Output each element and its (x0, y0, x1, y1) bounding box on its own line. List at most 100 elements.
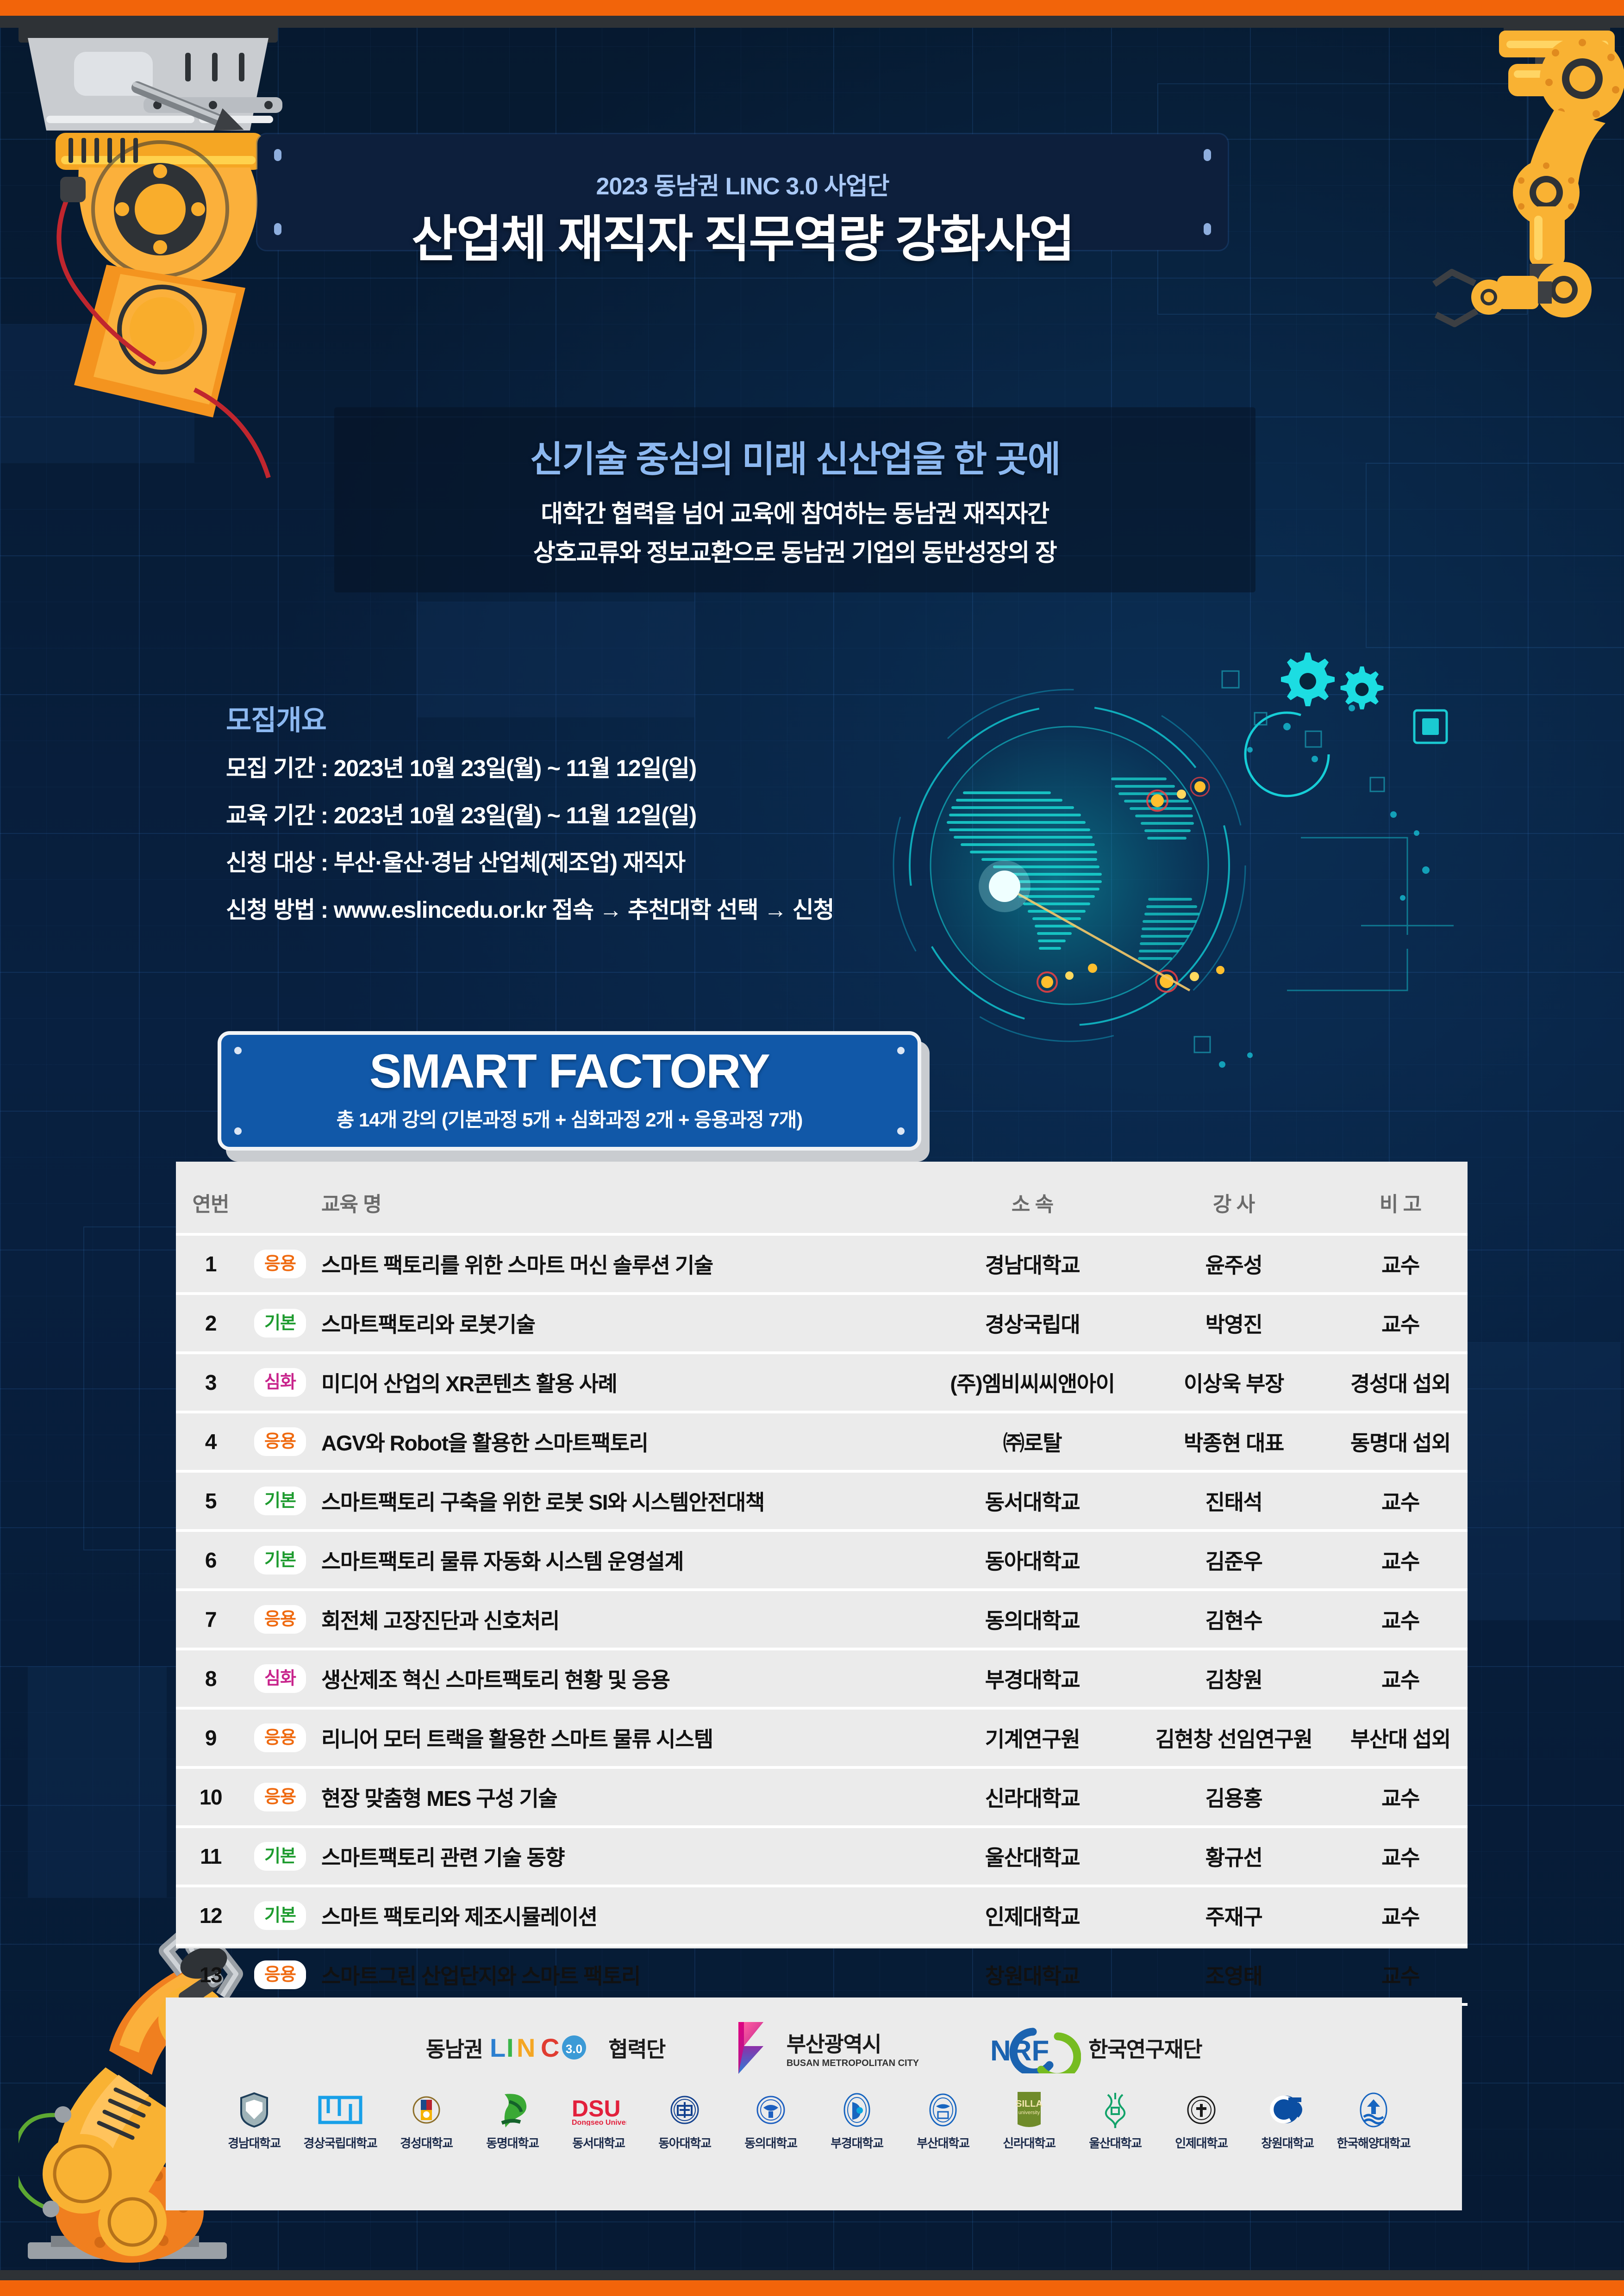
slogan-panel (334, 407, 1255, 592)
university-name: 동명대학교 (486, 2136, 539, 2150)
cell-no: 10 (176, 1766, 245, 1827)
cell-category: 응용 (245, 1944, 315, 2004)
cell-org: (주)엠비씨씨앤아이 (931, 1351, 1134, 1412)
recruit-item-period: 모집 기간 : 2023년 10월 23일(월) ~ 11월 12일(일) (226, 755, 697, 781)
university-emblem-icon (1078, 2088, 1152, 2132)
university-name: 울산대학교 (1089, 2136, 1142, 2150)
program-plate-title: SMART FACTORY (369, 1045, 770, 1098)
busan-emblem-icon (738, 2022, 763, 2074)
cell-note: 교수 (1333, 1233, 1468, 1294)
cell-category: 응용 (245, 1588, 315, 1649)
cell-note: 교수 (1333, 1825, 1468, 1886)
slogan-line-2: 상호교류와 정보교환으로 동남권 기업의 동반성장의 장 (533, 540, 1057, 566)
category-badge: 응용 (254, 1427, 306, 1456)
plate-screw-icon (274, 149, 281, 161)
category-badge: 응용 (254, 1605, 306, 1634)
recruit-item-howto: 신청 방법 : www.eslincedu.or.kr 접속 → 추천대학 선택… (226, 897, 835, 923)
category-badge: 기본 (254, 1309, 306, 1338)
university-logo: 인제대학교 (1164, 2088, 1238, 2151)
cell-org: 창원대학교 (931, 1944, 1134, 2004)
cell-org: 신라대학교 (931, 1766, 1134, 1827)
cell-note: 교수 (1333, 1648, 1468, 1708)
university-name: 신라대학교 (1003, 2136, 1056, 2150)
cell-lecturer: 진태석 (1134, 1470, 1333, 1531)
table-row: 11 기본 스마트팩토리 관련 기술 동향 울산대학교 황규선 교수 (176, 1825, 1468, 1886)
cell-note: 교수 (1333, 1529, 1468, 1590)
cell-name: 스마트그린 산업단지와 스마트 팩토리 (315, 1944, 931, 2004)
category-badge: 응용 (254, 1724, 306, 1752)
table-row: 6 기본 스마트팩토리 물류 자동화 시스템 운영설계 동아대학교 김준우 교수 (176, 1529, 1468, 1590)
category-badge: 기본 (254, 1546, 306, 1574)
cell-note: 경성대 섭외 (1333, 1351, 1468, 1412)
cell-org: 울산대학교 (931, 1825, 1134, 1886)
cell-lecturer: 김창원 (1134, 1648, 1333, 1708)
cell-name: 리니어 모터 트랙을 활용한 스마트 물류 시스템 (315, 1707, 931, 1767)
svg-text:university: university (1018, 2110, 1040, 2116)
university-logo: 동아대학교 (648, 2088, 722, 2151)
svg-text:DSU: DSU (572, 2096, 621, 2122)
cell-name: 스마트팩토리와 로봇기술 (315, 1292, 931, 1353)
top-accent-bar (0, 0, 1624, 16)
cell-lecturer: 주재구 (1134, 1885, 1333, 1945)
program-plate (218, 1031, 921, 1151)
cell-no: 1 (176, 1233, 245, 1294)
table-row: 8 심화 생산제조 혁신 스마트팩토리 현황 및 응용 부경대학교 김창원 교수 (176, 1648, 1468, 1708)
cell-no: 8 (176, 1648, 245, 1708)
cell-name: 현장 맞춤형 MES 구성 기술 (315, 1766, 931, 1827)
recruit-info-list: 모집 기간 : 2023년 10월 23일(월) ~ 11월 12일(일) 교육… (226, 750, 1198, 939)
plate-screw-icon (897, 1127, 905, 1135)
course-table-panel: 연번 교육 명 소 속 강 사 비 고 1 응용 스마트 팩토리를 위한 스마트 머… (176, 1162, 1468, 2064)
plate-screw-icon (234, 1127, 242, 1135)
university-logo: 경성대학교 (389, 2088, 463, 2151)
cell-no: 11 (176, 1825, 245, 1886)
cell-lecturer: 박영진 (1134, 1292, 1333, 1353)
table-row: 12 기본 스마트 팩토리와 제조시뮬레이션 인제대학교 주재구 교수 (176, 1885, 1468, 1945)
logo-linc-pre: 동남권 (425, 2037, 483, 2061)
category-badge: 응용 (254, 1960, 306, 1989)
university-name: 부산대학교 (917, 2136, 970, 2150)
slogan-main: 신기술 중심의 미래 신산업을 한 곳에 (530, 439, 1061, 479)
cell-org: 동의대학교 (931, 1588, 1134, 1649)
table-header-row: 연번 교육 명 소 속 강 사 비 고 (176, 1162, 1468, 1234)
university-logo: 한국해양대학교 (1337, 2088, 1411, 2151)
university-emblem-icon (906, 2088, 980, 2132)
cell-category: 기본 (245, 1825, 315, 1886)
cell-no: 9 (176, 1707, 245, 1767)
svg-text:3.0: 3.0 (566, 2042, 582, 2056)
university-logo: 울산대학교 (1078, 2088, 1152, 2151)
digital-globe-graphic (893, 653, 1454, 1068)
svg-text:L: L (490, 2034, 506, 2062)
university-emblem-icon: SILLA university (992, 2088, 1066, 2132)
header-plate (257, 134, 1228, 250)
university-emblem-icon (648, 2088, 722, 2132)
table-row: 13 응용 스마트그린 산업단지와 스마트 팩토리 창원대학교 조영태 교수 (176, 1944, 1468, 2004)
university-logo: 동명대학교 (475, 2088, 550, 2151)
slogan-line-1: 대학간 협력을 넘어 교육에 참여하는 동남권 재직자간 (541, 501, 1049, 528)
bottom-accent-bar (0, 2280, 1624, 2296)
cell-name: 스마트팩토리 관련 기술 동향 (315, 1825, 931, 1886)
university-name: 경성대학교 (400, 2136, 453, 2150)
cell-note: 교수 (1333, 1885, 1468, 1945)
cell-category: 기본 (245, 1529, 315, 1590)
category-badge: 심화 (254, 1368, 306, 1397)
university-name: 동아대학교 (658, 2136, 712, 2150)
cell-category: 심화 (245, 1351, 315, 1412)
university-emblem-icon (303, 2088, 377, 2132)
program-plate-subtitle: 총 14개 강의 (기본과정 5개 + 심화과정 2개 + 응용과정 7개) (336, 1109, 803, 1131)
university-logo: 경상국립대학교 (303, 2088, 378, 2151)
col-header-no: 연번 (192, 1193, 230, 1216)
table-row: 3 심화 미디어 산업의 XR콘텐츠 활용 사례 (주)엠비씨씨앤아이 이상욱 부장 경성… (176, 1351, 1468, 1412)
cell-org: ㈜로탈 (931, 1411, 1134, 1471)
cell-no: 2 (176, 1292, 245, 1353)
university-logo: 부경대학교 (820, 2088, 894, 2151)
cell-name: 스마트 팩토리를 위한 스마트 머신 솔루션 기술 (315, 1233, 931, 1294)
svg-text:NRF: NRF (990, 2035, 1049, 2067)
plate-screw-icon (234, 1047, 242, 1054)
header-eyebrow: 2023 동남권 LINC 3.0 사업단 (596, 173, 889, 200)
university-name: 한국해양대학교 (1337, 2136, 1411, 2150)
logo-linc-post: 협력단 (608, 2037, 666, 2061)
cell-note: 교수 (1333, 1470, 1468, 1531)
recruit-item-course: 교육 기간 : 2023년 10월 23일(월) ~ 11월 12일(일) (226, 803, 697, 828)
nrf-mark-icon: NRF (990, 2028, 1081, 2073)
table-row: 10 응용 현장 맞춤형 MES 구성 기술 신라대학교 김용홍 교수 (176, 1766, 1468, 1827)
